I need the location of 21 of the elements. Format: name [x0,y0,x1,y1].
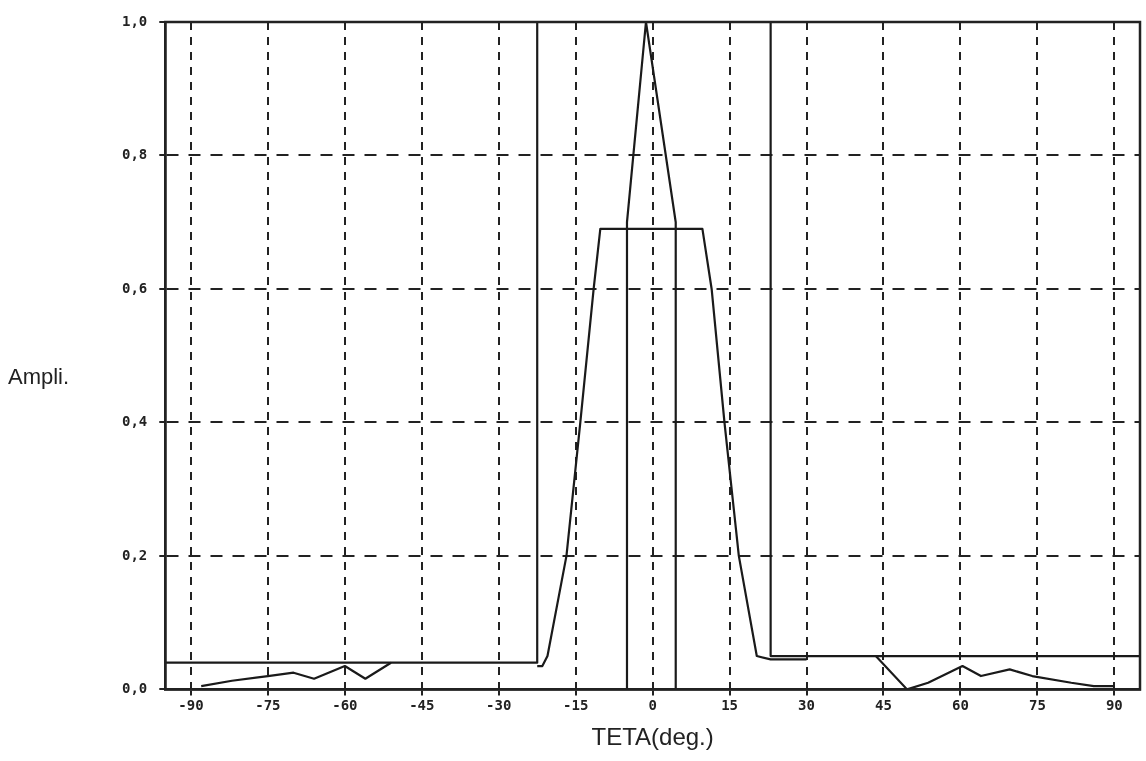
y-axis-title: Ampli. [8,363,70,389]
x-tick-label: 45 [875,697,892,714]
x-tick-label: 30 [798,697,815,714]
y-tick-label: 0,6 [121,279,148,296]
x-tick-label: -75 [255,697,281,714]
x-tick-label: -15 [563,697,589,714]
y-tick-label: 0,4 [121,413,148,430]
x-tick-label: 15 [721,697,739,714]
x-tick-label: -30 [486,697,512,714]
y-tick-label: 0,8 [121,146,148,163]
y-tick-label: 0,0 [121,680,148,697]
x-tick-label: -60 [332,697,358,714]
y-tick-label: 1,0 [121,12,148,29]
x-tick-label: 60 [952,697,969,714]
y-tick-label: 0,2 [121,546,148,563]
x-tick-label: -90 [178,697,204,714]
x-axis-title: TETA(deg.) [591,723,714,751]
x-tick-label: 75 [1028,697,1046,714]
x-tick-label: 90 [1105,697,1123,714]
x-tick-label: 0 [648,697,657,714]
x-tick-label: -45 [409,697,435,714]
